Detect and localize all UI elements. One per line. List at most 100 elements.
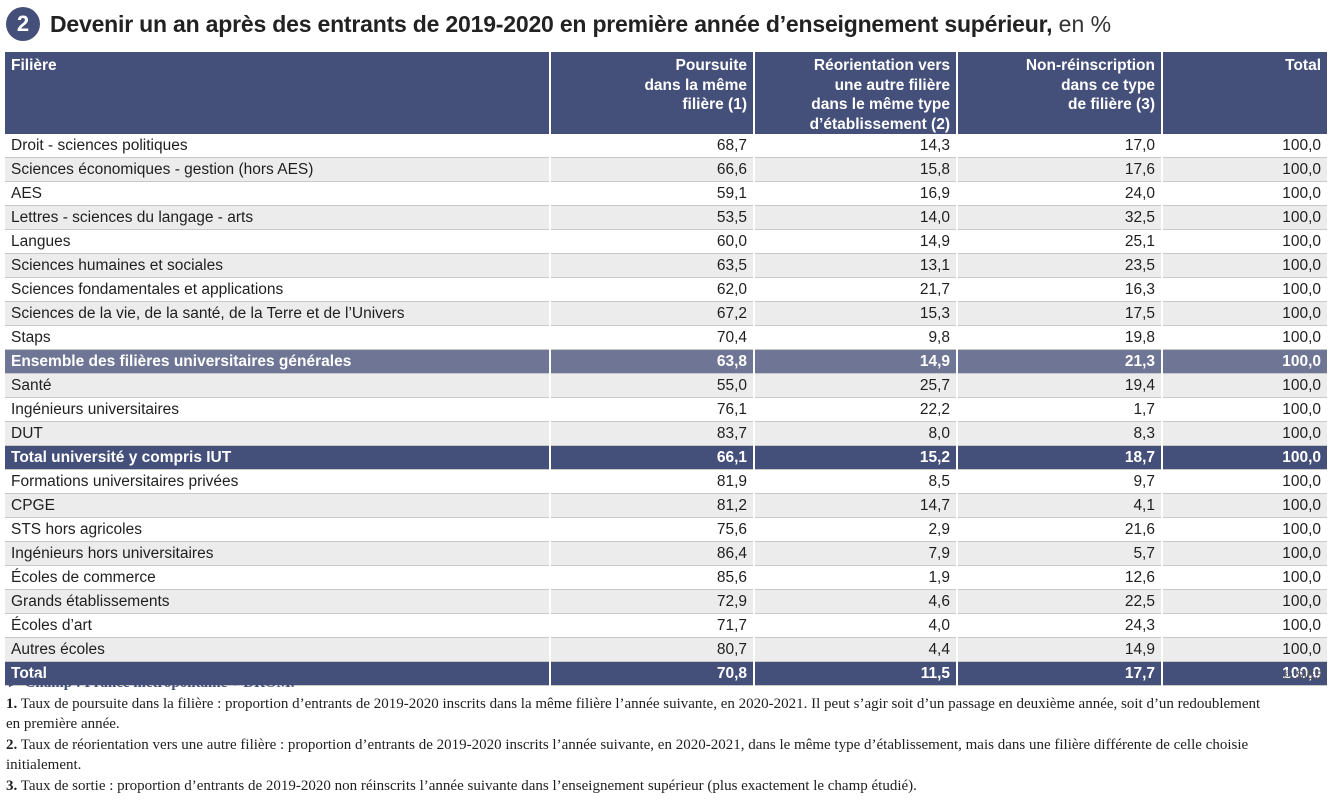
cell-value: 9,8 — [754, 325, 958, 350]
row-label: Sciences de la vie, de la santé, de la T… — [5, 301, 551, 326]
credit-text: © SIES — [1283, 668, 1323, 682]
cell-value: 9,7 — [957, 469, 1163, 494]
cell-value: 16,9 — [754, 181, 958, 206]
table-row: Grands établissements 72,9 4,6 22,5 100,0 — [5, 589, 1327, 614]
cell-value: 71,7 — [550, 613, 755, 638]
footnote-3: 3. Taux de sortie : proportion d’entrant… — [6, 777, 917, 794]
row-label: Sciences humaines et sociales — [5, 253, 551, 278]
cell-value: 32,5 — [957, 205, 1163, 230]
cell-value: 15,8 — [754, 157, 958, 182]
row-label: Écoles d’art — [5, 613, 551, 638]
row-label: Formations universitaires privées — [5, 469, 551, 494]
table-row: Sciences de la vie, de la santé, de la T… — [5, 301, 1327, 326]
row-label: Total université y compris IUT — [5, 445, 551, 470]
cell-value: 55,0 — [550, 373, 755, 398]
cell-value: 100,0 — [1162, 301, 1327, 326]
cell-value: 100,0 — [1162, 373, 1327, 398]
cell-value: 24,0 — [957, 181, 1163, 206]
table-row: Staps 70,4 9,8 19,8 100,0 — [5, 325, 1327, 350]
cell-value: 63,5 — [550, 253, 755, 278]
table-row: Formations universitaires privées 81,9 8,5… — [5, 469, 1327, 494]
table-row: CPGE 81,2 14,7 4,1 100,0 — [5, 493, 1327, 518]
table-row: Langues 60,0 14,9 25,1 100,0 — [5, 229, 1327, 254]
row-label: Staps — [5, 325, 551, 350]
cell-value: 100,0 — [1162, 445, 1327, 470]
cell-value: 5,7 — [957, 541, 1163, 566]
row-label: Écoles de commerce — [5, 565, 551, 590]
cell-value: 85,6 — [550, 565, 755, 590]
row-label: Autres écoles — [5, 637, 551, 662]
row-label: Droit - sciences politiques — [5, 134, 551, 158]
table-row: Écoles d’art 71,7 4,0 24,3 100,0 — [5, 613, 1327, 638]
cell-value: 4,6 — [754, 589, 958, 614]
cell-value: 100,0 — [1162, 157, 1327, 182]
cell-value: 15,2 — [754, 445, 958, 470]
row-label: Ensemble des filières universitaires gén… — [5, 349, 551, 374]
table-row: STS hors agricoles 75,6 2,9 21,6 100,0 — [5, 517, 1327, 542]
notes-section: ► Champ : France métropolitaine + DROM. … — [6, 673, 1266, 796]
cell-value: 60,0 — [550, 229, 755, 254]
cell-value: 100,0 — [1162, 613, 1327, 638]
footnote-2: 2. Taux de réorientation vers une autre … — [6, 736, 1249, 774]
cell-value: 4,1 — [957, 493, 1163, 518]
cell-value: 12,6 — [957, 565, 1163, 590]
cell-value: 1,7 — [957, 397, 1163, 422]
row-label: Sciences fondamentales et applications — [5, 277, 551, 302]
cell-value: 100,0 — [1162, 277, 1327, 302]
cell-value: 100,0 — [1162, 637, 1327, 662]
cell-value: 24,3 — [957, 613, 1163, 638]
cell-value: 25,7 — [754, 373, 958, 398]
header-reorientation: Réorientation vers une autre filière dans … — [754, 52, 958, 134]
cell-value: 100,0 — [1162, 589, 1327, 614]
table-row: AES 59,1 16,9 24,0 100,0 — [5, 181, 1327, 206]
cell-value: 21,3 — [957, 349, 1163, 374]
data-table: Filière Poursuite dans la même filière (1)… — [5, 52, 1327, 686]
cell-value: 100,0 — [1162, 229, 1327, 254]
cell-value: 17,7 — [957, 661, 1163, 686]
row-label: STS hors agricoles — [5, 517, 551, 542]
cell-value: 23,5 — [957, 253, 1163, 278]
row-label: Sciences économiques - gestion (hors AES… — [5, 157, 551, 182]
row-label: CPGE — [5, 493, 551, 518]
table-row: Autres écoles 80,7 4,4 14,9 100,0 — [5, 637, 1327, 662]
row-label: DUT — [5, 421, 551, 446]
title-bar: 2 Devenir un an après des entrants de 20… — [6, 6, 1111, 42]
cell-value: 70,4 — [550, 325, 755, 350]
cell-value: 14,3 — [754, 134, 958, 158]
cell-value: 15,3 — [754, 301, 958, 326]
cell-value: 59,1 — [550, 181, 755, 206]
cell-value: 8,3 — [957, 421, 1163, 446]
cell-value: 17,6 — [957, 157, 1163, 182]
cell-value: 16,3 — [957, 277, 1163, 302]
table-row: Écoles de commerce 85,6 1,9 12,6 100,0 — [5, 565, 1327, 590]
row-label: AES — [5, 181, 551, 206]
cell-value: 7,9 — [754, 541, 958, 566]
cell-value: 100,0 — [1162, 134, 1327, 158]
cell-value: 66,6 — [550, 157, 755, 182]
cell-value: 18,7 — [957, 445, 1163, 470]
row-label: Santé — [5, 373, 551, 398]
table-row: Sciences humaines et sociales 63,5 13,1 23,… — [5, 253, 1327, 278]
cell-value: 100,0 — [1162, 493, 1327, 518]
cell-value: 100,0 — [1162, 541, 1327, 566]
cell-value: 22,2 — [754, 397, 958, 422]
cell-value: 70,8 — [550, 661, 755, 686]
header-non-reinscription: Non-réinscription dans ce type de filière … — [957, 52, 1163, 134]
cell-value: 25,1 — [957, 229, 1163, 254]
cell-value: 13,1 — [754, 253, 958, 278]
cell-value: 2,9 — [754, 517, 958, 542]
champ-note: ► Champ : France métropolitaine + DROM. — [6, 675, 295, 691]
cell-value: 86,4 — [550, 541, 755, 566]
cell-value: 80,7 — [550, 637, 755, 662]
cell-value: 100,0 — [1162, 517, 1327, 542]
title-unit: en % — [1052, 10, 1112, 37]
cell-value: 68,7 — [550, 134, 755, 158]
cell-value: 62,0 — [550, 277, 755, 302]
cell-value: 53,5 — [550, 205, 755, 230]
cell-value: 72,9 — [550, 589, 755, 614]
table-row: Ingénieurs hors universitaires 86,4 7,9 5,7… — [5, 541, 1327, 566]
table-row: Lettres - sciences du langage - arts 53,5… — [5, 205, 1327, 230]
subtotal-row: Ensemble des filières universitaires gén… — [5, 349, 1327, 374]
cell-value: 22,5 — [957, 589, 1163, 614]
cell-value: 75,6 — [550, 517, 755, 542]
